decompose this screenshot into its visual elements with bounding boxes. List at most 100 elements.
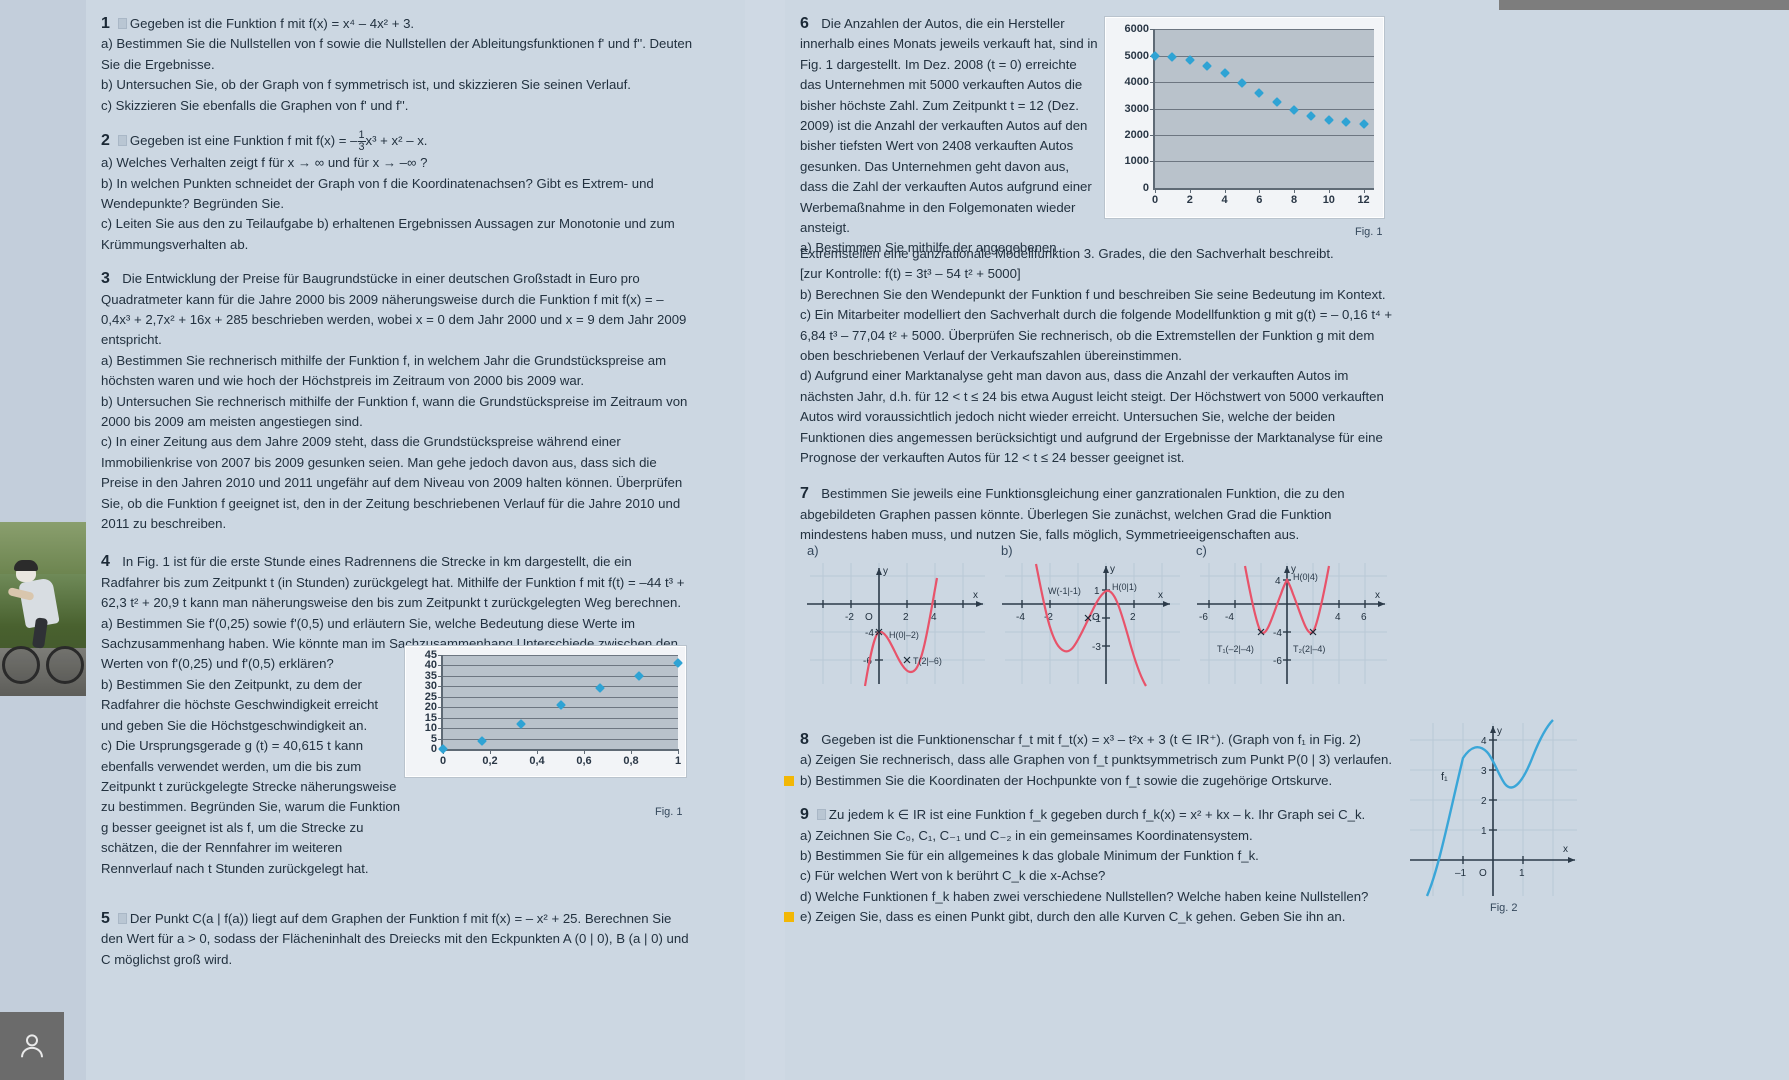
data-point bbox=[1271, 97, 1282, 108]
chart-fig1-left-plot: 45 40 35 30 25 20 15 10 5 0 0 0,2 0,4 bbox=[425, 649, 683, 767]
y-tick-label: 20 bbox=[424, 701, 437, 714]
task-4-intro: 4 In Fig. 1 ist für die erste Stunde ein… bbox=[101, 552, 693, 613]
task-6-a2: Extremstellen eine ganzrationale Modellf… bbox=[800, 246, 1334, 261]
data-point bbox=[477, 735, 488, 746]
task-7-label-c: c) bbox=[1196, 543, 1207, 558]
svg-text:y: y bbox=[1497, 726, 1502, 737]
x-tick-label: 4 bbox=[1221, 194, 1228, 206]
task-1-c: c) Skizzieren Sie ebenfalls die Graphen … bbox=[101, 97, 409, 113]
x-tick-label: 1 bbox=[674, 755, 682, 767]
task-3: 3 Die Entwicklung der Preise für Baugrun… bbox=[101, 269, 693, 534]
hint-icon[interactable] bbox=[117, 912, 127, 924]
svg-text:-1: -1 bbox=[1092, 614, 1101, 625]
left-column: 1 Gegeben ist die Funktion f mit f(x) = x… bbox=[101, 14, 693, 984]
hint-icon[interactable] bbox=[816, 809, 826, 821]
chart-fig1-left: 45 40 35 30 25 20 15 10 5 0 0 0,2 0,4 bbox=[404, 645, 687, 778]
task-3-intro-text: Die Entwicklung der Preise für Baugrunds… bbox=[101, 271, 687, 348]
task-6-intro-text: Die Anzahlen der Autos, die ein Herstell… bbox=[800, 16, 1098, 236]
curve-label-f1: f₁ bbox=[1441, 771, 1448, 783]
cyclist-photo bbox=[0, 522, 86, 696]
user-avatar-button[interactable] bbox=[0, 1012, 64, 1080]
svg-text:-4: -4 bbox=[1225, 612, 1234, 623]
svg-text:W(-1|-1): W(-1|-1) bbox=[1048, 586, 1081, 596]
y-tick-label: 35 bbox=[424, 669, 437, 682]
svg-text:1: 1 bbox=[1094, 586, 1100, 597]
task-5-intro-text: Der Punkt C(a | f(a)) liegt auf dem Grap… bbox=[101, 910, 689, 967]
task-7-intro-text: Bestimmen Sie jeweils eine Funktionsglei… bbox=[800, 486, 1345, 543]
task-7-label-a: a) bbox=[807, 543, 819, 558]
svg-text:-6: -6 bbox=[1199, 612, 1208, 623]
y-tick-label: 0 bbox=[430, 743, 437, 755]
graph-fig2: –1 O 1 y x 4 3 2 1 f₁ bbox=[1405, 718, 1580, 903]
y-tick-label: 2000 bbox=[1124, 129, 1149, 141]
task-3-a: a) Bestimmen Sie rechnerisch mithilfe de… bbox=[101, 352, 667, 389]
svg-text:x: x bbox=[1375, 590, 1380, 601]
task-9-d: d) Welche Funktionen f_k haben zwei vers… bbox=[800, 888, 1369, 904]
task-9-c: c) Für welchen Wert von k berührt C_k di… bbox=[800, 868, 1106, 884]
svg-text:–1: –1 bbox=[1455, 868, 1467, 879]
task-7: 7 Bestimmen Sie jeweils eine Funktionsgl… bbox=[800, 484, 1400, 545]
task-2-intro-pre: Gegeben ist eine Funktion f mit f(x) = – bbox=[129, 133, 358, 149]
x-tick-label: 10 bbox=[1322, 194, 1335, 206]
svg-text:4: 4 bbox=[931, 612, 937, 623]
x-tick-label: 0,4 bbox=[529, 755, 545, 767]
task-3-b: b) Untersuchen Sie rechnerisch mithilfe … bbox=[101, 393, 688, 429]
task-6-d-text: d) Aufgrund einer Marktanalyse geht man … bbox=[800, 368, 1384, 466]
task-8-intro-text: Gegeben ist die Funktionenschar f_t mit … bbox=[821, 732, 1361, 747]
graph-7b: -4 -2 O 2 y x 1 -1 -3 H(0|1) W(-1|-1) bbox=[1000, 558, 1185, 688]
x-tick-label: 2 bbox=[1186, 194, 1193, 206]
task-6-b: b) Berechnen Sie den Wendepunkt der Funk… bbox=[800, 286, 1386, 302]
svg-text:4: 4 bbox=[1335, 612, 1341, 623]
data-point bbox=[1167, 51, 1178, 62]
hint-icon[interactable] bbox=[117, 135, 127, 147]
data-point bbox=[673, 658, 683, 669]
svg-text:3: 3 bbox=[1481, 766, 1487, 777]
data-point bbox=[1254, 87, 1265, 98]
figure-caption-fig1-left: Fig. 1 bbox=[655, 806, 683, 818]
y-tick-label: 0 bbox=[1142, 182, 1149, 194]
hint-icon[interactable] bbox=[117, 18, 127, 29]
svg-text:O: O bbox=[1479, 868, 1487, 879]
task-3-c-text: c) In einer Zeitung aus dem Jahre 2009 s… bbox=[101, 434, 683, 532]
highlight-marker bbox=[784, 775, 794, 786]
figure-caption-fig2: Fig. 2 bbox=[1490, 902, 1518, 914]
svg-text:H(0|–2): H(0|–2) bbox=[889, 630, 919, 640]
svg-text:T(2|–6): T(2|–6) bbox=[913, 656, 942, 666]
task-6: 6 Die Anzahlen der Autos, die ein Herste… bbox=[800, 14, 1100, 259]
svg-text:-2: -2 bbox=[1044, 612, 1053, 623]
data-point bbox=[555, 700, 566, 711]
svg-text:T₁(–2|–4): T₁(–2|–4) bbox=[1217, 644, 1254, 654]
data-point bbox=[1236, 77, 1247, 88]
svg-text:x: x bbox=[1158, 590, 1163, 601]
task-3-c: c) In einer Zeitung aus dem Jahre 2009 s… bbox=[101, 432, 693, 534]
svg-text:-3: -3 bbox=[1092, 642, 1101, 653]
data-point bbox=[1323, 115, 1334, 125]
right-column-bottom: 8 Gegeben ist die Funktionenschar f_t mi… bbox=[784, 730, 1400, 942]
svg-text:6: 6 bbox=[1361, 612, 1367, 623]
task-6-number: 6 bbox=[800, 15, 809, 32]
svg-text:y: y bbox=[1291, 564, 1296, 575]
task-1-b: b) Untersuchen Sie, ob der Graph von f s… bbox=[101, 77, 631, 93]
svg-text:H(0|4): H(0|4) bbox=[1293, 572, 1318, 582]
svg-text:-6: -6 bbox=[1273, 656, 1282, 667]
task-6-d: d) Aufgrund einer Marktanalyse geht man … bbox=[800, 366, 1400, 468]
y-tick-label: 25 bbox=[424, 690, 437, 703]
graph-7c: -6 -4 4 6 y x 4 -4 -6 H(0|4) T₁(–2|–4) T… bbox=[1195, 558, 1390, 688]
task-9-e: e) Zeigen Sie, dass es einen Punkt gibt,… bbox=[784, 907, 1400, 927]
x-tick-label: 0 bbox=[439, 755, 447, 767]
data-point bbox=[1289, 104, 1299, 115]
y-tick-label: 40 bbox=[424, 659, 437, 672]
svg-text:x: x bbox=[973, 590, 978, 601]
task-5: 5 Der Punkt C(a | f(a)) liegt auf dem Gra… bbox=[101, 909, 693, 970]
svg-text:2: 2 bbox=[1481, 796, 1487, 807]
task-2-b: b) In welchen Punkten schneidet der Grap… bbox=[101, 175, 654, 211]
highlight-marker bbox=[784, 912, 794, 923]
data-point bbox=[633, 670, 644, 681]
y-tick-label: 5 bbox=[430, 732, 437, 745]
task-7-intro: 7 Bestimmen Sie jeweils eine Funktionsgl… bbox=[800, 484, 1400, 545]
task-6-intro: 6 Die Anzahlen der Autos, die ein Herste… bbox=[800, 14, 1100, 238]
task-8-b: b) Bestimmen Sie die Koordinaten der Hoc… bbox=[784, 771, 1400, 791]
task-8-intro: 8 Gegeben ist die Funktionenschar f_t mi… bbox=[800, 730, 1400, 750]
